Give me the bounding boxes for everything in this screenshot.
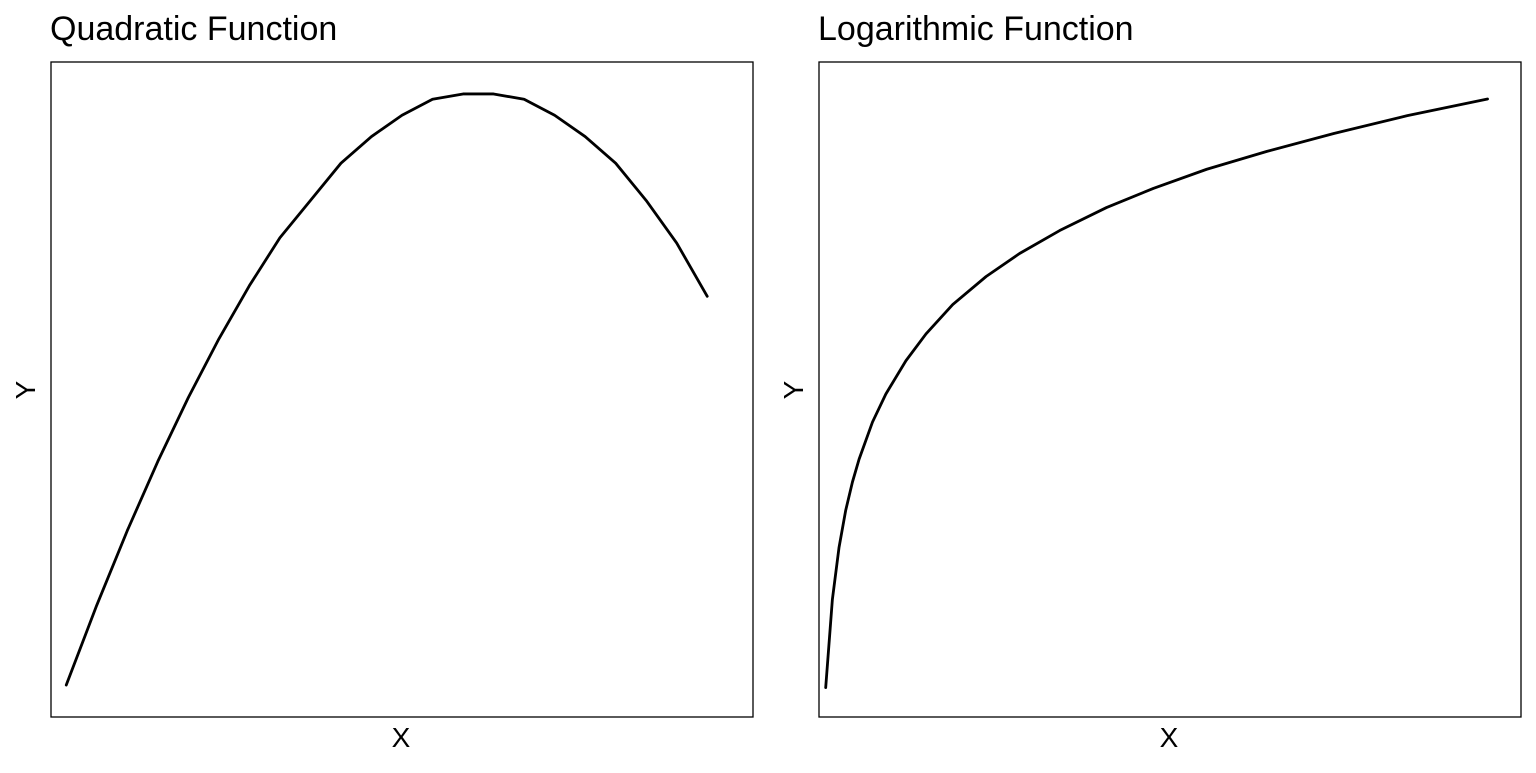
logarithmic-title: Logarithmic Function	[818, 10, 1134, 48]
logarithmic-series-line	[824, 97, 1489, 690]
quadratic-y-axis-label: Y	[10, 380, 41, 399]
quadratic-series-line	[64, 92, 709, 687]
logarithmic-plot-frame	[818, 61, 1522, 718]
logarithmic-y-axis-label: Y	[778, 380, 809, 399]
logarithmic-x-axis-label: X	[1160, 722, 1179, 753]
quadratic-x-axis-label: X	[392, 722, 411, 753]
quadratic-plot-frame	[50, 61, 754, 718]
quadratic-panel: Quadratic Function X Y	[10, 10, 754, 753]
logarithmic-panel: Logarithmic Function X Y	[778, 10, 1522, 753]
quadratic-title: Quadratic Function	[50, 10, 337, 48]
